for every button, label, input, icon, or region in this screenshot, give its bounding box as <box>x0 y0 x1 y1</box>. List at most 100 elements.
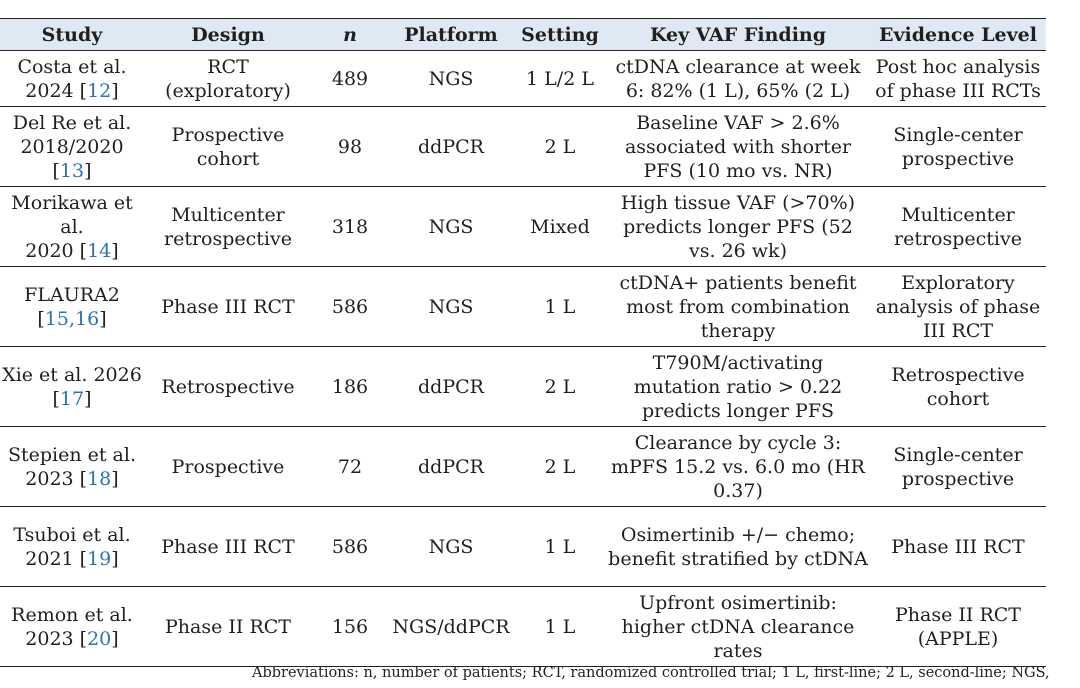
cell-setting: 1 L <box>514 506 606 587</box>
study-ref-close: ] <box>111 239 119 262</box>
table-header: Study Design n Platform Setting Key VAF … <box>0 18 1046 51</box>
cell-n: 586 <box>312 266 388 347</box>
cell-setting: Mixed <box>514 186 606 267</box>
reference-link[interactable]: 18 <box>87 467 112 490</box>
cell-platform: ddPCR <box>388 426 514 507</box>
cell-key-vaf-finding: Upfront osimertinib: higher ctDNA cleara… <box>606 586 870 667</box>
study-name: FLAURA2 <box>24 283 120 306</box>
cell-key-vaf-finding: Osimertinib +/− chemo; benefit stratifie… <box>606 506 870 587</box>
cell-design: Multicenter retrospective <box>144 186 312 267</box>
cell-setting: 1 L <box>514 266 606 347</box>
header-platform: Platform <box>388 18 514 51</box>
cell-study: Remon et al. 2023 [20] <box>0 586 144 667</box>
reference-link[interactable]: 17 <box>59 387 85 410</box>
cell-study: Del Re et al. 2018/2020 [13] <box>0 106 144 187</box>
study-year: 2024 [ <box>25 79 88 102</box>
study-year: 2023 [ <box>25 467 88 490</box>
reference-link[interactable]: 14 <box>87 239 112 262</box>
study-name: Tsuboi et al. <box>13 523 131 546</box>
cell-evidence-level: Exploratory analysis of phase III RCT <box>870 266 1046 347</box>
table-row: Remon et al. 2023 [20] Phase II RCT 156 NGS/… <box>0 586 1046 667</box>
cell-n: 318 <box>312 186 388 267</box>
cell-design: Retrospective <box>144 346 312 427</box>
table-row: Stepien et al. 2023 [18] Prospective 72 ddPC… <box>0 426 1046 507</box>
study-year: [ <box>37 307 45 330</box>
study-ref-close: ] <box>111 547 119 570</box>
study-name: Morikawa et al. <box>11 191 133 238</box>
reference-link[interactable]: 20 <box>87 627 112 650</box>
study-name: Xie et al. 2026 <box>2 363 142 386</box>
cell-study: Costa et al. 2024 [12] <box>0 50 144 107</box>
cell-key-vaf-finding: ctDNA+ patients benefit most from combin… <box>606 266 870 347</box>
table-row: Morikawa et al. 2020 [14] Multicenter retr… <box>0 186 1046 267</box>
study-ref-close: ] <box>111 627 119 650</box>
cell-design: Prospective cohort <box>144 106 312 187</box>
cell-n: 156 <box>312 586 388 667</box>
cell-key-vaf-finding: ctDNA clearance at week 6: 82% (1 L), 65… <box>606 50 870 107</box>
cell-platform: NGS <box>388 266 514 347</box>
cell-platform: ddPCR <box>388 346 514 427</box>
study-ref-close: ] <box>84 159 92 182</box>
cell-key-vaf-finding: High tissue VAF (>70%) predicts longer P… <box>606 186 870 267</box>
study-year: 2021 [ <box>25 547 88 570</box>
study-ref-close: ] <box>84 387 92 410</box>
study-name: Stepien et al. <box>7 443 137 466</box>
header-n: n <box>312 18 388 51</box>
header-design: Design <box>144 18 312 51</box>
reference-link[interactable]: 19 <box>87 547 112 570</box>
cell-design: Prospective <box>144 426 312 507</box>
reference-link[interactable]: 13 <box>59 159 85 182</box>
abbreviations-footnote: Abbreviations: n, number of patients; RC… <box>252 665 1050 681</box>
study-year: 2020 [ <box>25 239 88 262</box>
cell-design: Phase II RCT <box>144 586 312 667</box>
cell-platform: NGS/ddPCR <box>388 586 514 667</box>
cell-n: 186 <box>312 346 388 427</box>
study-year: 2023 [ <box>25 627 88 650</box>
cell-evidence-level: Phase II RCT (APPLE) <box>870 586 1046 667</box>
study-ref-close: ] <box>111 467 119 490</box>
cell-evidence-level: Single-center prospective <box>870 106 1046 187</box>
cell-evidence-level: Multicenter retrospective <box>870 186 1046 267</box>
cell-platform: NGS <box>388 506 514 587</box>
cell-evidence-level: Phase III RCT <box>870 506 1046 587</box>
cell-n: 98 <box>312 106 388 187</box>
cell-setting: 2 L <box>514 346 606 427</box>
header-evidence-level: Evidence Level <box>870 18 1046 51</box>
table-row: Xie et al. 2026 [17] Retrospective 186 ddPCR… <box>0 346 1046 427</box>
cell-setting: 2 L <box>514 426 606 507</box>
table-body: Costa et al. 2024 [12] RCT (exploratory) 48… <box>0 50 1046 667</box>
study-name: Del Re et al. <box>12 111 132 134</box>
study-year: 2018/2020 [ <box>20 135 124 182</box>
cell-design: RCT (exploratory) <box>144 50 312 107</box>
cell-n: 586 <box>312 506 388 587</box>
cell-study: Tsuboi et al. 2021 [19] <box>0 506 144 587</box>
cell-design: Phase III RCT <box>144 266 312 347</box>
study-year: [ <box>52 387 60 410</box>
cell-platform: NGS <box>388 186 514 267</box>
study-ref-close: ] <box>111 79 119 102</box>
cell-evidence-level: Single-center prospective <box>870 426 1046 507</box>
cell-evidence-level: Retrospective cohort <box>870 346 1046 427</box>
header-row: Study Design n Platform Setting Key VAF … <box>0 18 1046 51</box>
cell-setting: 2 L <box>514 106 606 187</box>
cell-key-vaf-finding: T790M/activating mutation ratio > 0.22 p… <box>606 346 870 427</box>
study-name: Costa et al. <box>17 55 127 78</box>
cell-evidence-level: Post hoc analysis of phase III RCTs <box>870 50 1046 107</box>
study-name: Remon et al. <box>11 603 133 626</box>
cell-key-vaf-finding: Baseline VAF > 2.6% associated with shor… <box>606 106 870 187</box>
cell-platform: ddPCR <box>388 106 514 187</box>
table-row: Tsuboi et al. 2021 [19] Phase III RCT 586 NG… <box>0 506 1046 587</box>
cell-setting: 1 L <box>514 586 606 667</box>
reference-link[interactable]: 15,16 <box>44 307 100 330</box>
cell-key-vaf-finding: Clearance by cycle 3: mPFS 15.2 vs. 6.0 … <box>606 426 870 507</box>
cell-n: 489 <box>312 50 388 107</box>
reference-link[interactable]: 12 <box>87 79 112 102</box>
cell-study: Xie et al. 2026 [17] <box>0 346 144 427</box>
header-study: Study <box>0 18 144 51</box>
study-table: Study Design n Platform Setting Key VAF … <box>0 18 1046 667</box>
table-row: Costa et al. 2024 [12] RCT (exploratory) 48… <box>0 50 1046 107</box>
cell-n: 72 <box>312 426 388 507</box>
header-key-vaf-finding: Key VAF Finding <box>606 18 870 51</box>
table-row: Del Re et al. 2018/2020 [13] Prospective c… <box>0 106 1046 187</box>
